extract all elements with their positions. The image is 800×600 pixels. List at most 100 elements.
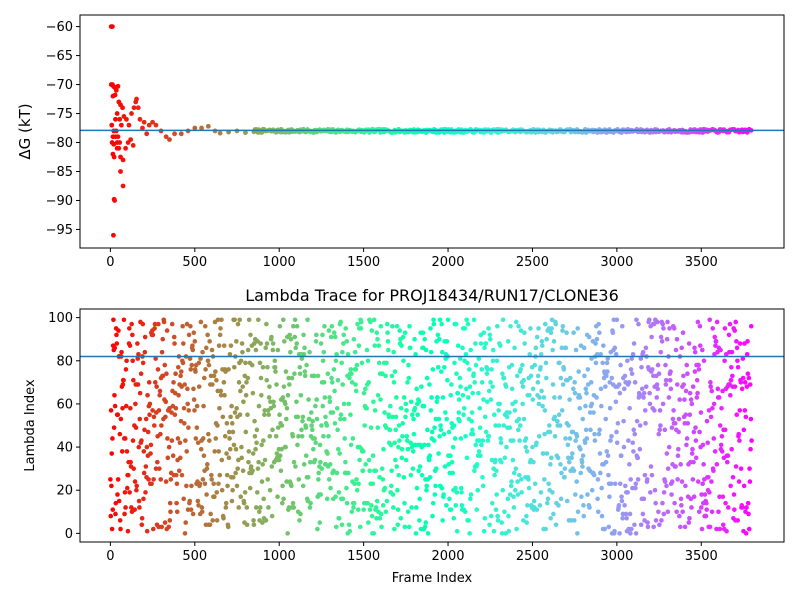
lambda-point (291, 323, 296, 329)
lambda-point (163, 479, 169, 484)
lambda-point (651, 321, 657, 327)
lambda-point (743, 414, 749, 420)
y-tick-label: 60 (56, 397, 73, 412)
lambda-point (542, 408, 548, 413)
lambda-point (141, 470, 147, 476)
lambda-point (632, 431, 638, 437)
lambda-point (382, 485, 388, 491)
lambda-point (626, 380, 632, 385)
lambda-point (467, 367, 472, 372)
lambda-point (676, 446, 681, 452)
lambda-point (490, 384, 495, 389)
lambda-point (383, 509, 389, 515)
lambda-point (354, 362, 360, 368)
lambda-point (476, 449, 482, 454)
lambda-point (716, 395, 722, 400)
lambda-point (535, 373, 541, 379)
lambda-point (701, 358, 707, 364)
lambda-point (537, 395, 542, 400)
lambda-point (397, 438, 402, 443)
lambda-point (391, 505, 396, 510)
lambda-point (381, 446, 386, 452)
lambda-point (263, 518, 269, 523)
lambda-point (561, 367, 567, 372)
lambda-point (372, 408, 378, 413)
lambda-point (332, 388, 337, 394)
lambda-point (630, 352, 636, 357)
lambda-point (411, 431, 417, 437)
lambda-point (108, 513, 114, 519)
lambda-point (335, 377, 341, 383)
lambda-point (578, 446, 583, 452)
lambda-point (469, 418, 474, 424)
lambda-point (128, 405, 133, 411)
lambda-point (146, 477, 151, 482)
lambda-point (389, 373, 395, 379)
lambda-point (508, 483, 514, 489)
lambda-point (137, 390, 143, 396)
lambda-point (685, 421, 691, 426)
lambda-point (740, 375, 746, 381)
lambda-point (682, 524, 688, 530)
lambda-point (232, 410, 238, 415)
lambda-point (108, 408, 114, 413)
lambda-point (728, 483, 733, 489)
lambda-point (390, 414, 395, 420)
lambda-point (457, 375, 463, 381)
lambda-point (735, 364, 741, 370)
lambda-point (251, 522, 257, 528)
lambda-point (464, 317, 469, 323)
lambda-point (439, 485, 445, 491)
lambda-point (129, 321, 134, 327)
lambda-point (294, 323, 300, 329)
lambda-point (550, 347, 556, 353)
lambda-point (454, 528, 460, 534)
lambda-point (725, 505, 731, 510)
lambda-point (748, 416, 754, 422)
lambda-point (633, 481, 639, 487)
lambda-point (570, 429, 576, 435)
lambda-point (257, 360, 263, 366)
lambda-point (150, 332, 156, 338)
lambda-point (239, 444, 244, 450)
lambda-point (699, 492, 704, 497)
lambda-point (232, 317, 237, 323)
lambda-point (383, 425, 389, 430)
lambda-point (660, 401, 666, 407)
lambda-point (587, 505, 592, 510)
lambda-point (243, 429, 249, 435)
lambda-point (614, 440, 620, 446)
lambda-point (248, 464, 254, 469)
lambda-point (433, 466, 439, 471)
lambda-point (111, 425, 117, 430)
lambda-point (391, 380, 397, 385)
lambda-point (536, 401, 542, 407)
lambda-point (552, 414, 558, 420)
lambda-point (227, 352, 233, 357)
lambda-point (665, 509, 671, 515)
lambda-point (696, 362, 701, 368)
lambda-point (677, 513, 682, 519)
lambda-point (216, 343, 222, 348)
lambda-point (363, 386, 368, 392)
lambda-point (647, 490, 653, 495)
lambda-point (629, 371, 635, 377)
lambda-point (288, 336, 294, 342)
lambda-point (313, 403, 318, 409)
lambda-point (236, 457, 241, 463)
lambda-point (449, 459, 455, 465)
lambda-point (660, 321, 666, 327)
lambda-point (325, 371, 331, 377)
lambda-point (203, 345, 209, 351)
lambda-point (641, 496, 647, 502)
lambda-point (710, 405, 715, 411)
lambda-point (509, 479, 514, 484)
lambda-point (507, 410, 512, 415)
lambda-point (375, 336, 380, 342)
lambda-point (147, 412, 152, 418)
lambda-point (508, 323, 513, 329)
lambda-point (678, 524, 683, 530)
lambda-point (607, 494, 612, 499)
lambda-point (484, 399, 490, 405)
lambda-point (367, 468, 373, 474)
